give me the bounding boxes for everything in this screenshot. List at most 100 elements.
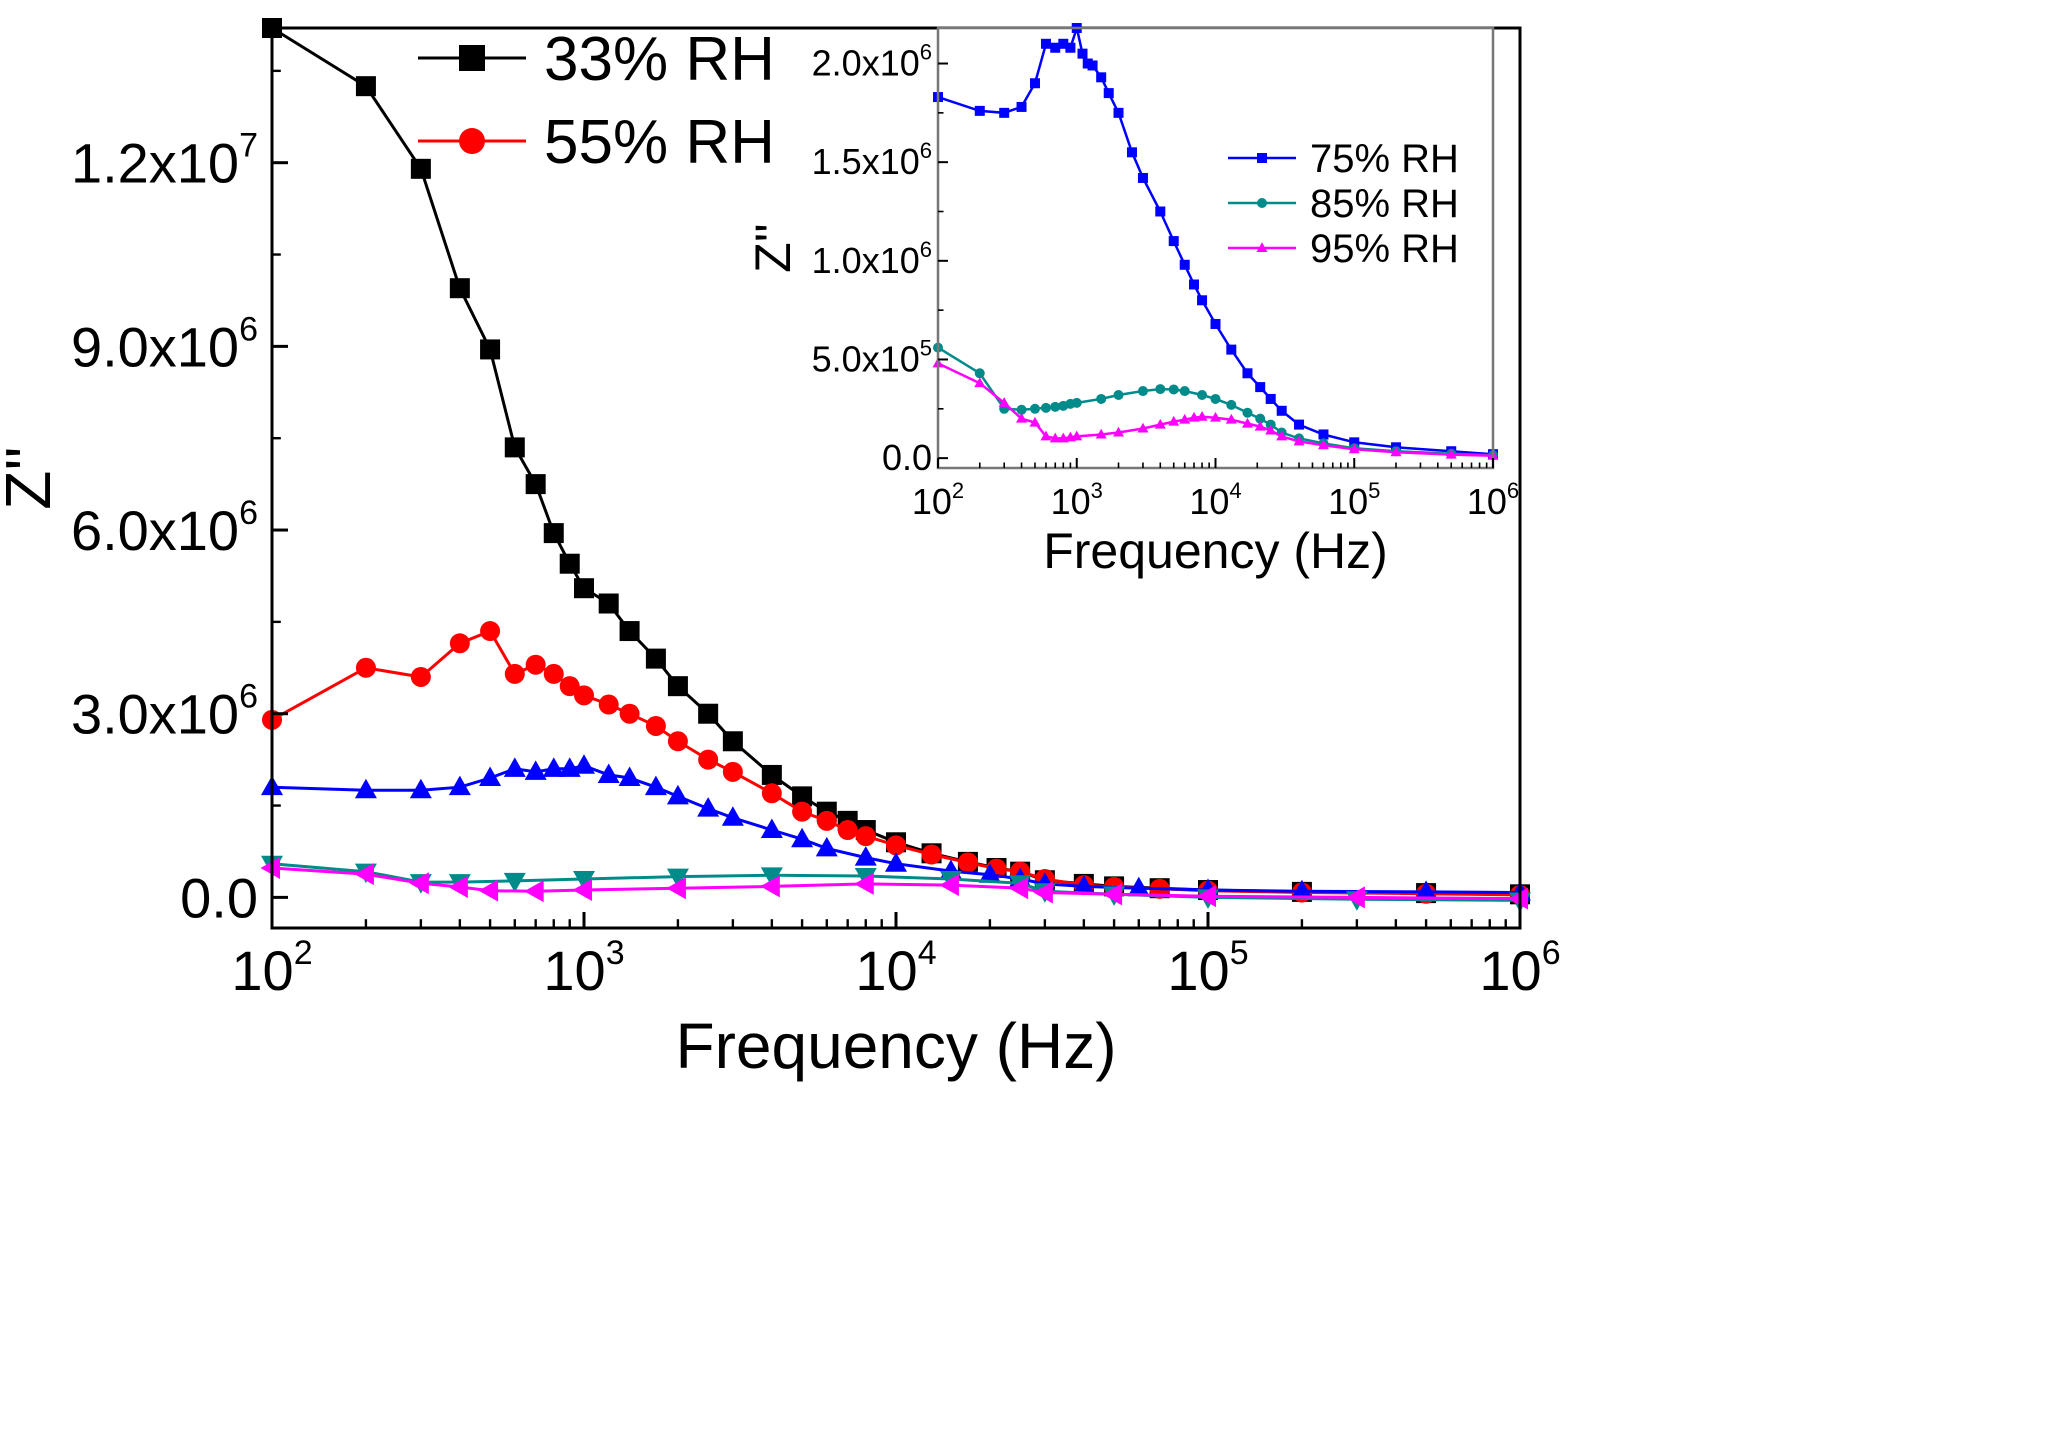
data-point <box>1508 887 1528 910</box>
legend-label: 33% RH <box>544 25 775 94</box>
data-point <box>1050 42 1061 53</box>
data-point <box>1226 399 1237 410</box>
data-point <box>1196 410 1208 421</box>
data-point <box>525 474 546 495</box>
main-chart: 102 103 104 105 106 0.0 3.0x106 6.0x106 9.0x106 1… <box>0 18 1561 1082</box>
data-point <box>645 715 666 736</box>
data-point <box>1168 236 1179 247</box>
y-tick-label: 2.0x106 <box>812 40 932 84</box>
data-point <box>1188 411 1200 422</box>
y-tick-label: 0.0 <box>180 866 258 929</box>
data-point <box>410 158 431 179</box>
data-point <box>448 875 468 898</box>
data-point <box>598 593 619 614</box>
data-point <box>1113 389 1124 400</box>
data-point <box>644 775 667 796</box>
data-point <box>1103 88 1114 99</box>
data-point <box>574 685 594 706</box>
y-tick-label: 6.0x106 <box>71 494 258 562</box>
data-point <box>1095 428 1107 439</box>
data-point <box>1210 393 1221 404</box>
data-point <box>543 663 564 684</box>
legend-item: 95% RH <box>1228 227 1459 271</box>
data-point <box>760 875 780 898</box>
data-point <box>854 872 874 895</box>
data-point <box>886 835 906 856</box>
data-point <box>1065 42 1076 53</box>
x-tick-label: 106 <box>1467 478 1519 522</box>
data-point <box>597 763 620 783</box>
y-tick-label: 0.0 <box>882 437 932 478</box>
data-point <box>1265 393 1276 404</box>
data-point <box>974 368 985 379</box>
data-point <box>1390 446 1402 457</box>
data-point <box>1255 382 1266 393</box>
data-point <box>666 784 689 805</box>
data-point <box>503 872 526 893</box>
data-point <box>449 278 470 299</box>
data-point <box>666 868 689 889</box>
data-point <box>978 863 1001 883</box>
series-95-rh <box>260 857 1528 910</box>
data-point <box>1179 413 1191 424</box>
data-point <box>1255 413 1266 424</box>
data-point <box>503 757 526 777</box>
data-point <box>574 578 594 599</box>
data-point <box>1016 412 1028 423</box>
data-point <box>939 874 959 897</box>
y-tick-label: 1.5x106 <box>812 138 932 182</box>
data-point <box>1210 411 1221 422</box>
data-point <box>1348 443 1360 454</box>
data-point <box>698 703 719 724</box>
data-point <box>1155 206 1166 217</box>
data-point <box>815 836 838 857</box>
y-tick-label: 1.2x107 <box>71 127 258 195</box>
data-point <box>885 852 907 872</box>
x-tick-label: 105 <box>1328 478 1380 522</box>
data-point <box>1050 401 1061 412</box>
data-point <box>409 778 432 799</box>
data-point <box>1225 413 1237 424</box>
data-point <box>1290 879 1313 900</box>
y-tick-label: 5.0x105 <box>812 335 932 379</box>
data-point <box>1197 295 1208 306</box>
data-point <box>354 863 374 886</box>
legend-item: 85% RH <box>1228 182 1459 226</box>
y-axis-title: Z'' <box>0 446 64 510</box>
data-point <box>1276 405 1287 416</box>
series-75-rh <box>933 23 1498 460</box>
data-point <box>667 731 688 752</box>
data-point <box>792 801 813 822</box>
legend-item: 33% RH <box>418 25 775 94</box>
data-point <box>1168 415 1180 426</box>
data-point <box>1294 419 1305 430</box>
data-point <box>1155 384 1166 395</box>
x-tick-label: 104 <box>1189 478 1241 522</box>
legend-label: 95% RH <box>1310 227 1459 271</box>
data-point <box>573 871 595 891</box>
data-point <box>598 694 619 715</box>
legend-item: 75% RH <box>1228 137 1459 181</box>
legend-label: 55% RH <box>544 108 775 177</box>
x-tick-label: 104 <box>855 934 936 1002</box>
data-point <box>698 749 719 770</box>
data-point <box>1241 417 1253 428</box>
data-point <box>837 820 858 841</box>
data-point <box>1179 259 1190 270</box>
data-point <box>1137 386 1148 397</box>
x-tick-label: 102 <box>912 478 964 522</box>
data-point <box>1071 397 1082 408</box>
data-point <box>999 107 1010 118</box>
legend-marker <box>1256 242 1268 252</box>
data-point <box>504 663 525 684</box>
legend-marker <box>459 45 485 71</box>
data-point <box>355 657 376 678</box>
data-point <box>355 76 376 97</box>
data-point <box>1137 422 1149 433</box>
y-tick-label: 3.0x106 <box>71 678 258 746</box>
data-point <box>1127 876 1150 897</box>
data-point <box>410 666 431 687</box>
legend-marker <box>459 128 485 154</box>
